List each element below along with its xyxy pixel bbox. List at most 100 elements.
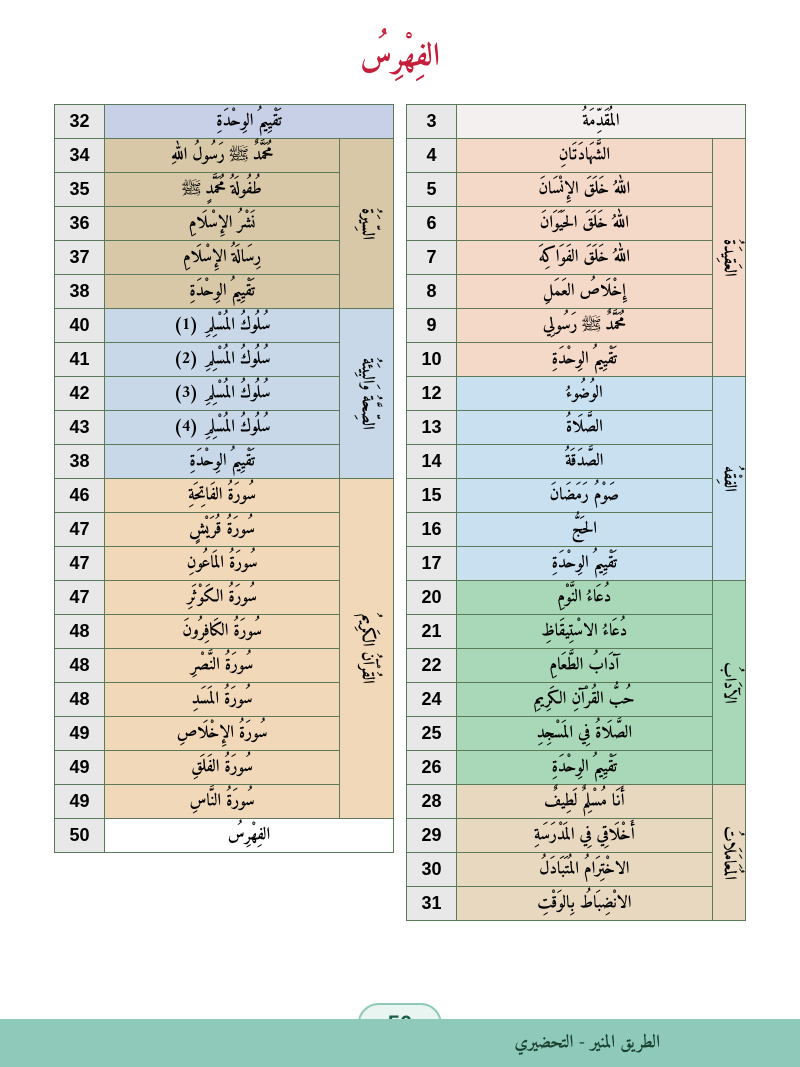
page-cell: 49 [55, 751, 105, 785]
page-cell: 15 [407, 479, 457, 513]
topic-cell: مُحَمَّدٌ ﷺ رَسُولِي [457, 309, 713, 343]
page-cell: 49 [55, 785, 105, 819]
section-label: الآدَابُ [712, 581, 745, 785]
topic-cell: الوُضُوءُ [457, 377, 713, 411]
page-cell: 35 [55, 173, 105, 207]
topic-cell: الشَّهَادَتَانِ [457, 139, 713, 173]
page-cell: 28 [407, 785, 457, 819]
topic-cell: سُورَةُ الكَافِرُونَ [105, 615, 340, 649]
topic-cell: إِخْلَاصُ العَمَلِ [457, 275, 713, 309]
topic-cell: دُعَاءُ النَّوْمِ [457, 581, 713, 615]
topic-cell: سُورَةُ المَسَدِ [105, 683, 340, 717]
page-cell: 12 [407, 377, 457, 411]
page-cell: 21 [407, 615, 457, 649]
page-cell: 37 [55, 241, 105, 275]
topic-cell: سُورَةُ المَاعُونِ [105, 547, 340, 581]
topic-cell: سُورَةُ الفَلَقِ [105, 751, 340, 785]
fihris-page: 50 [55, 819, 105, 853]
page-cell: 26 [407, 751, 457, 785]
page-cell: 47 [55, 513, 105, 547]
topic-cell: اللهُ خَلَقَ الحَيَوَانَ [457, 207, 713, 241]
page-cell: 34 [55, 139, 105, 173]
page-cell: 47 [55, 547, 105, 581]
left-column: تَقْيِيمُ الوِحْدَةِ32السِّيرَةُمُحَمَّد… [54, 104, 394, 921]
topic-cell: سُورَةُ الفَاتِحَةِ [105, 479, 340, 513]
topic-cell: تَقْيِيمُ الوِحْدَةِ [457, 343, 713, 377]
topic-cell: سُورَةُ قُرَيْشٍ [105, 513, 340, 547]
page-cell: 17 [407, 547, 457, 581]
topic-cell: طُفُولَةُ مُحَمَّدٍ ﷺ [105, 173, 340, 207]
topic-cell: دُعَاءُ الاسْتِيقَاظِ [457, 615, 713, 649]
page-cell: 48 [55, 683, 105, 717]
right-column: المُقَدِّمَةُ3 العَقِيدَةُالشَّهَادَتَانِ… [406, 104, 746, 921]
page-cell: 5 [407, 173, 457, 207]
intro-page: 3 [407, 105, 457, 139]
topic-cell: الانْضِبَاطُ بِالوَقْتِ [457, 887, 713, 921]
page-cell: 46 [55, 479, 105, 513]
topic-cell: سُلُوكُ المُسْلِمِ (1) [105, 309, 340, 343]
section-label: الصِّحَّةُ وَالبِيئَةُ [340, 309, 394, 479]
page-cell: 4 [407, 139, 457, 173]
page-cell: 38 [55, 445, 105, 479]
topic-cell: حُبُّ القُرْآنِ الكَرِيمِ [457, 683, 713, 717]
topic-cell: رِسَالَةُ الإِسْلَامِ [105, 241, 340, 275]
page-cell: 42 [55, 377, 105, 411]
topic-cell: الصَّلَاةُ [457, 411, 713, 445]
intro-label: المُقَدِّمَةُ [457, 105, 746, 139]
section-label: الفِقْهُ [712, 377, 745, 581]
topic-cell: سُلُوكُ المُسْلِمِ (4) [105, 411, 340, 445]
section-label: السِّيرَةُ [340, 139, 394, 309]
topic-cell: الاخْتِرَامُ المُتَبَادَلُ [457, 853, 713, 887]
topic-cell: سُورَةُ الإِخْلَاصِ [105, 717, 340, 751]
page-cell: 41 [55, 343, 105, 377]
topic-cell: أَنَا مُسْلِمٌ لَطِيفٌ [457, 785, 713, 819]
section-label: القُرْآنُ الكَرِيمُ [340, 479, 394, 819]
page-cell: 49 [55, 717, 105, 751]
topic-cell: تَقْيِيمُ الوِحْدَةِ [105, 445, 340, 479]
page-cell: 14 [407, 445, 457, 479]
section-label: المُعَامَلَاتُ [712, 785, 745, 921]
page-cell: 13 [407, 411, 457, 445]
page-title: الفِهْرِسُ [50, 30, 750, 86]
topic-cell: سُلُوكُ المُسْلِمِ (3) [105, 377, 340, 411]
footer-bar: الطريق المنير - التحضيري [0, 1019, 800, 1067]
topic-cell: تَقْيِيمُ الوِحْدَةِ [105, 275, 340, 309]
topic-cell: سُورَةُ النَّصْرِ [105, 649, 340, 683]
section-label: العَقِيدَةُ [712, 139, 745, 377]
right-table: المُقَدِّمَةُ3 العَقِيدَةُالشَّهَادَتَانِ… [406, 104, 746, 921]
unit-header-label: تَقْيِيمُ الوِحْدَةِ [105, 105, 394, 139]
topic-cell: مُحَمَّدٌ ﷺ رَسُولُ اللهِ [105, 139, 340, 173]
topic-cell: اللهُ خَلَقَ الإِنْسَانَ [457, 173, 713, 207]
topic-cell: الصَّلَاةُ فِي المَسْجِدِ [457, 717, 713, 751]
page-cell: 25 [407, 717, 457, 751]
topic-cell: سُورَةُ النَّاسِ [105, 785, 340, 819]
topic-cell: آدَابُ الطَّعَامِ [457, 649, 713, 683]
page-cell: 8 [407, 275, 457, 309]
page-cell: 24 [407, 683, 457, 717]
page-cell: 16 [407, 513, 457, 547]
left-table: تَقْيِيمُ الوِحْدَةِ32السِّيرَةُمُحَمَّد… [54, 104, 394, 853]
topic-cell: الصَّدَقَةُ [457, 445, 713, 479]
page-cell: 47 [55, 581, 105, 615]
page-cell: 29 [407, 819, 457, 853]
topic-cell: صَوْمُ رَمَضَانَ [457, 479, 713, 513]
topic-cell: نَشْرُ الإِسْلَامِ [105, 207, 340, 241]
topic-cell: تَقْيِيمُ الوِحْدَةِ [457, 547, 713, 581]
unit-header-page: 32 [55, 105, 105, 139]
page-cell: 22 [407, 649, 457, 683]
page-cell: 9 [407, 309, 457, 343]
page-cell: 43 [55, 411, 105, 445]
page-cell: 10 [407, 343, 457, 377]
toc-columns: تَقْيِيمُ الوِحْدَةِ32السِّيرَةُمُحَمَّد… [50, 104, 750, 921]
page-cell: 7 [407, 241, 457, 275]
page-cell: 40 [55, 309, 105, 343]
page-cell: 48 [55, 615, 105, 649]
fihris-label: الفِهْرِسُ [105, 819, 394, 853]
topic-cell: اللهُ خَلَقَ الفَوَاكِهَ [457, 241, 713, 275]
page-cell: 30 [407, 853, 457, 887]
page-cell: 31 [407, 887, 457, 921]
footer-label: الطريق المنير - التحضيري [514, 1028, 660, 1059]
page-cell: 6 [407, 207, 457, 241]
topic-cell: الحَجُّ [457, 513, 713, 547]
topic-cell: تَقْيِيمُ الوِحْدَةِ [457, 751, 713, 785]
